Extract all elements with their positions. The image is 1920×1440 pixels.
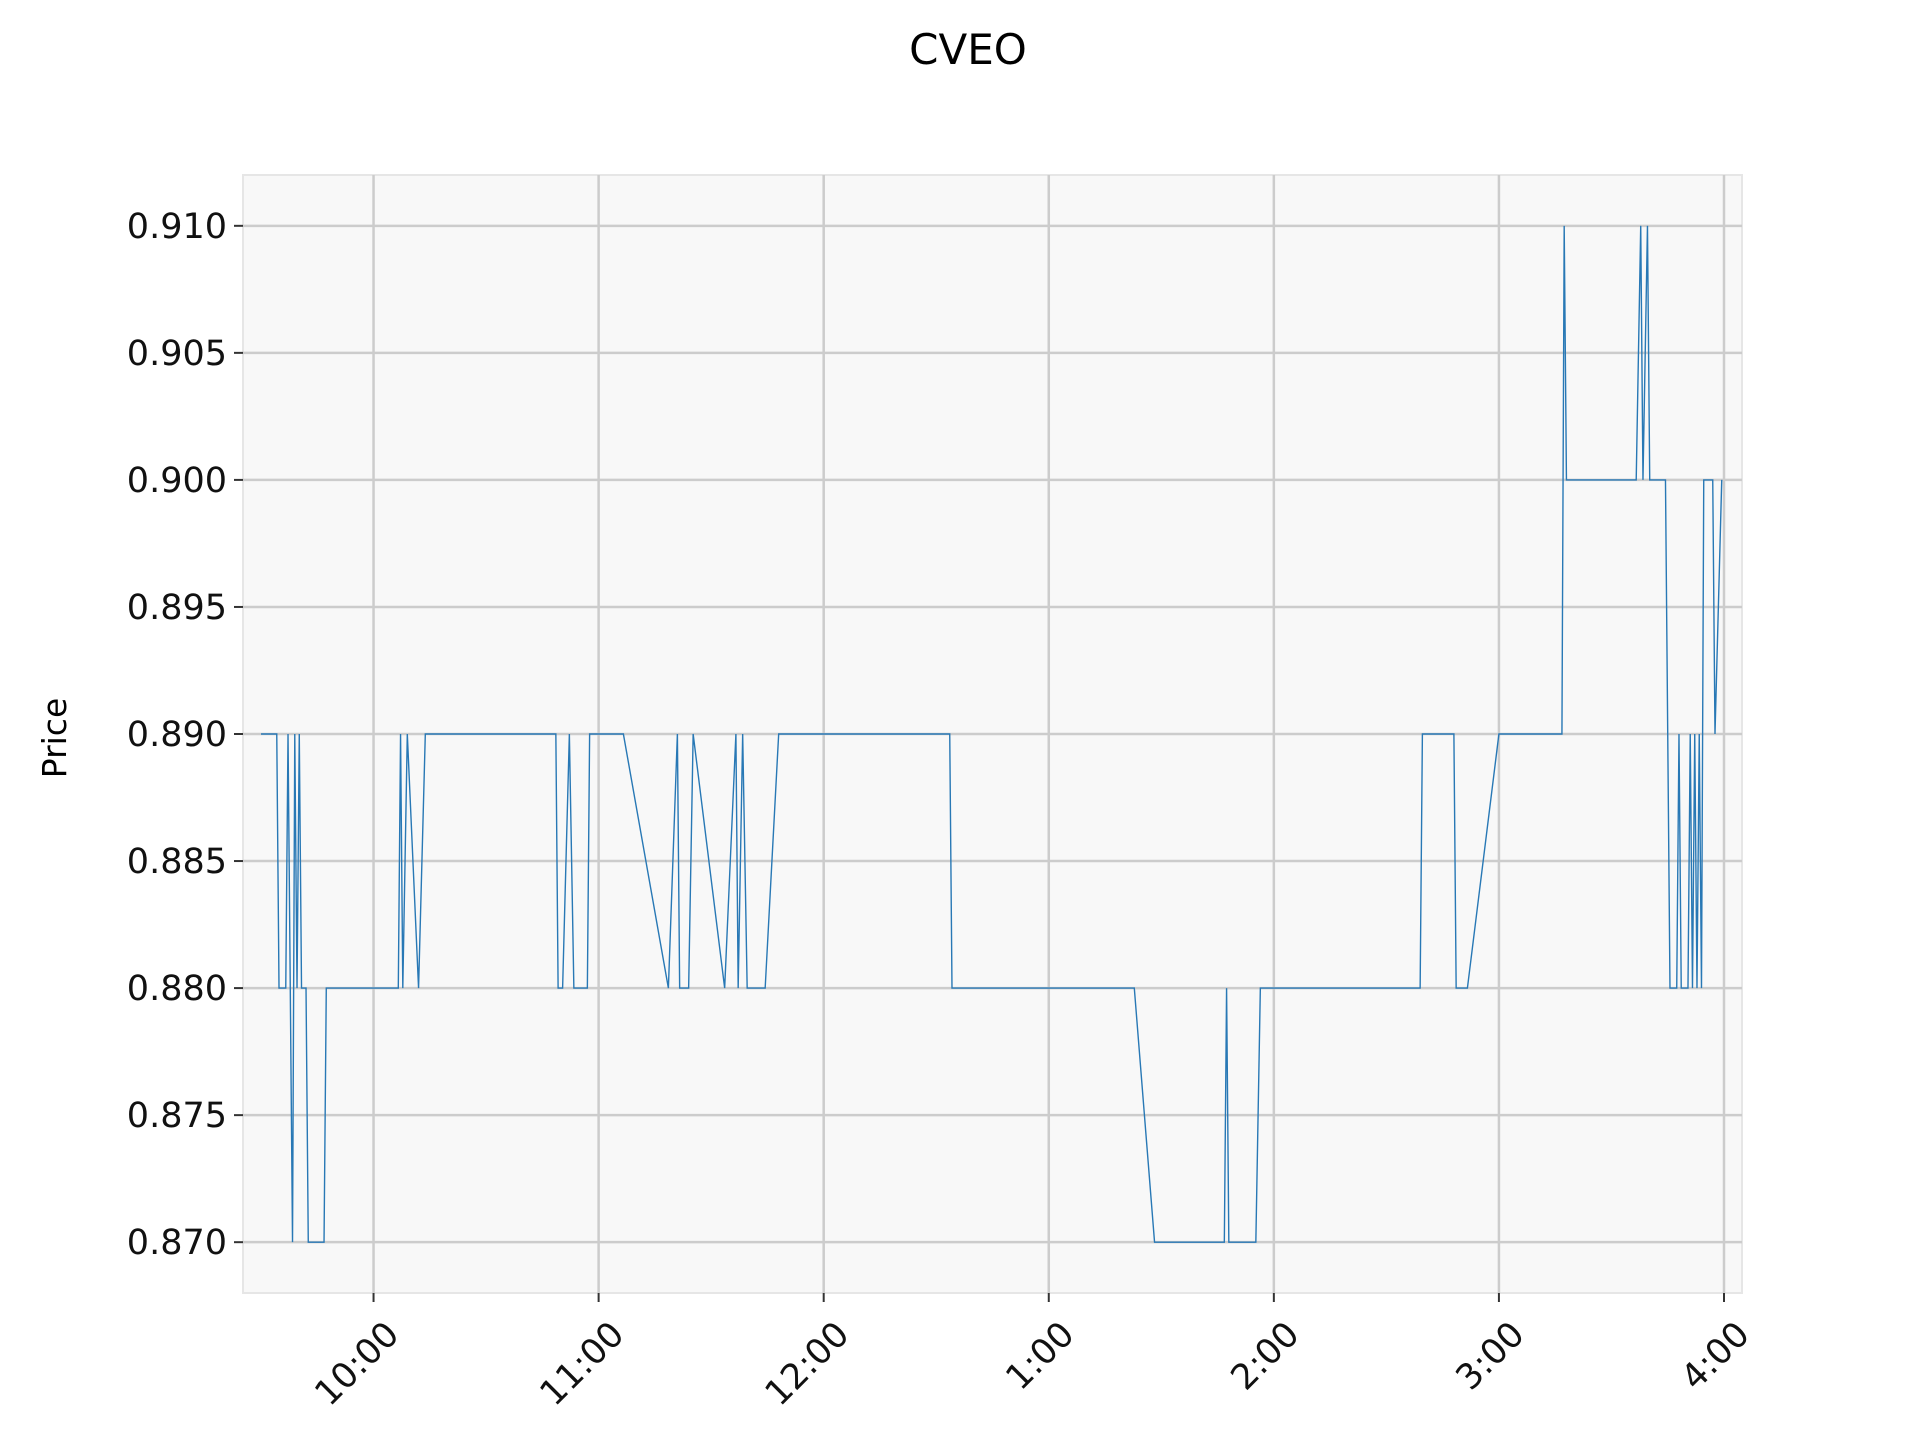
y-tick-label: 0.870 (127, 1223, 227, 1263)
y-axis: 0.870 0.875 0.880 0.885 0.890 0.895 0.900 0.905… (127, 207, 243, 1263)
y-tick-label: 0.905 (127, 334, 227, 374)
x-tick-label: 11:00 (533, 1314, 633, 1414)
y-axis-label: Price (35, 698, 74, 779)
x-axis: 10:00 11:00 12:00 1:00 2:00 3:00 4:00 (308, 1293, 1758, 1414)
x-tick-label: 2:00 (1224, 1314, 1308, 1398)
y-tick-label: 0.910 (127, 207, 227, 247)
x-tick-label: 10:00 (308, 1314, 408, 1414)
y-tick-label: 0.900 (127, 461, 227, 501)
y-tick-label: 0.885 (127, 842, 227, 882)
x-tick-label: 3:00 (1449, 1314, 1533, 1398)
x-tick-label: 1:00 (999, 1314, 1083, 1398)
x-tick-label: 12:00 (758, 1314, 858, 1414)
y-tick-label: 0.875 (127, 1096, 227, 1136)
y-tick-label: 0.895 (127, 588, 227, 628)
chart-title: CVEO (909, 25, 1027, 74)
y-tick-label: 0.890 (127, 715, 227, 755)
x-tick-label: 4:00 (1674, 1314, 1758, 1398)
y-tick-label: 0.880 (127, 969, 227, 1009)
price-series-line (261, 225, 1723, 1243)
